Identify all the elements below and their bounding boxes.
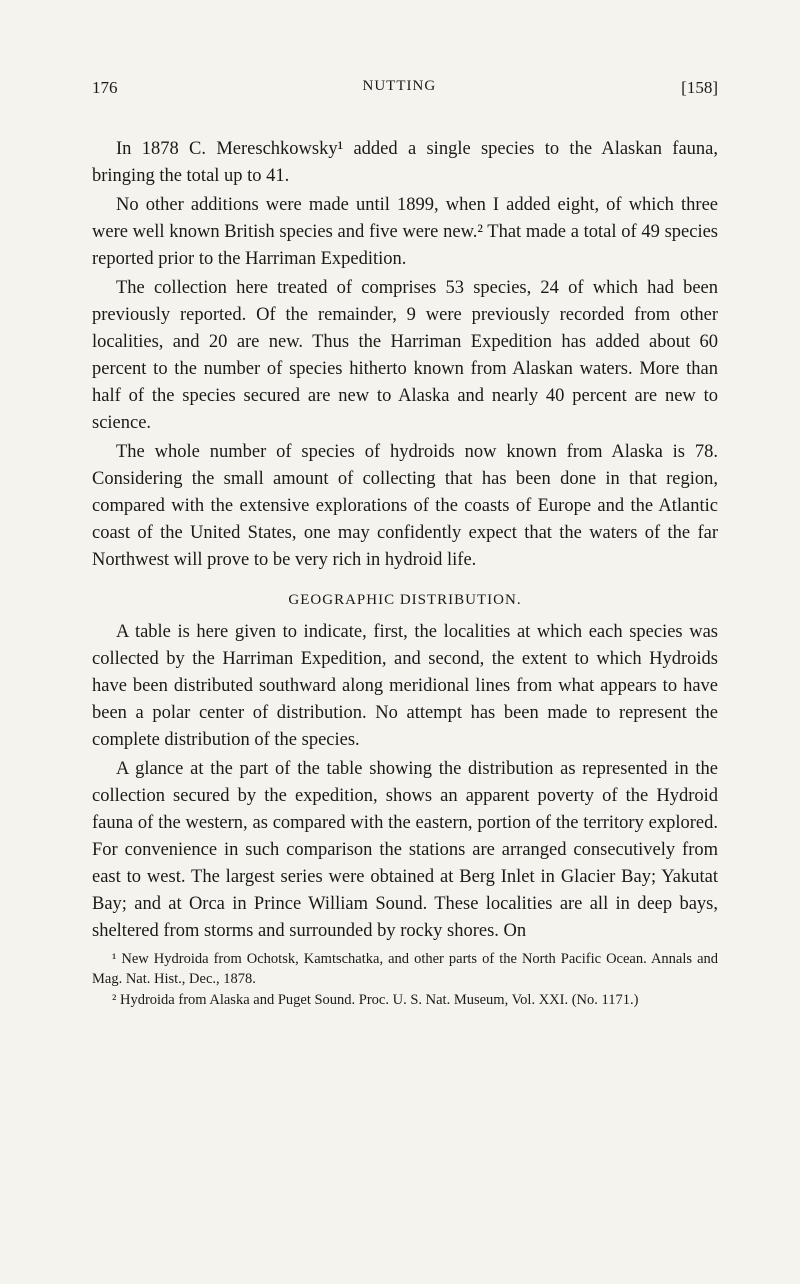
body-paragraph: A table is here given to indicate, first… bbox=[92, 619, 718, 754]
footnote-2: ² Hydroida from Alaska and Puget Sound. … bbox=[92, 990, 718, 1010]
body-paragraph: The whole number of species of hydroids … bbox=[92, 439, 718, 574]
body-paragraph: The collection here treated of comprises… bbox=[92, 275, 718, 437]
page-header: 176 NUTTING [158] bbox=[92, 78, 718, 98]
footnote-1: ¹ New Hydroida from Ochotsk, Kamtschatka… bbox=[92, 949, 718, 990]
document-page: 176 NUTTING [158] In 1878 C. Mereschkows… bbox=[0, 0, 800, 1050]
body-paragraph: A glance at the part of the table showin… bbox=[92, 756, 718, 945]
header-author: NUTTING bbox=[363, 78, 437, 98]
body-paragraph: No other additions were made until 1899,… bbox=[92, 192, 718, 273]
page-number-left: 176 bbox=[92, 78, 118, 98]
body-paragraph: In 1878 C. Mereschkowsky¹ added a single… bbox=[92, 136, 718, 190]
section-heading: GEOGRAPHIC DISTRIBUTION. bbox=[92, 592, 718, 609]
footnotes: ¹ New Hydroida from Ochotsk, Kamtschatka… bbox=[92, 949, 718, 1010]
page-number-bracket: [158] bbox=[681, 78, 718, 98]
